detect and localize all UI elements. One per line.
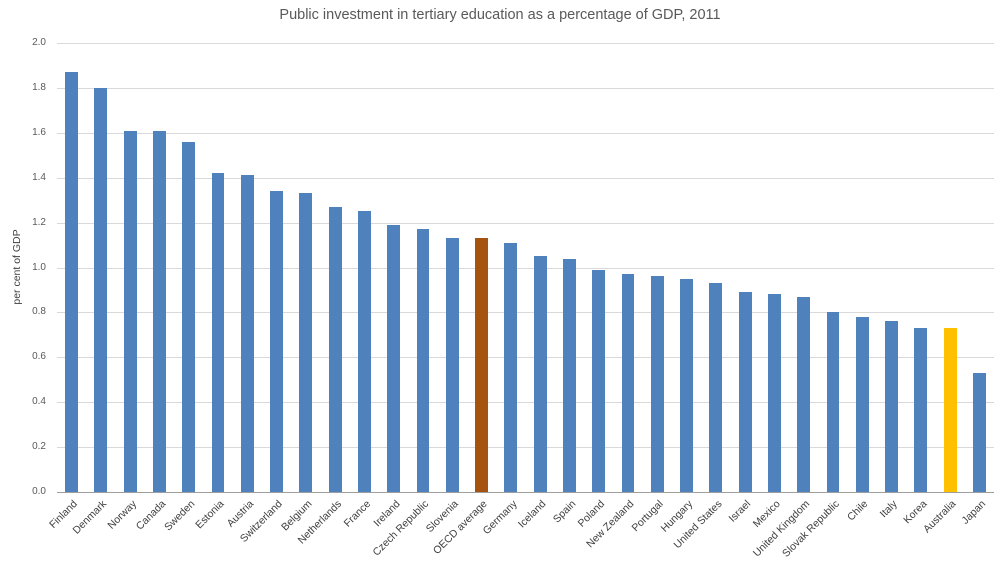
gridline: [57, 447, 994, 449]
bars-group: [57, 43, 994, 492]
bar-united-states: [709, 283, 723, 492]
bar-poland: [592, 269, 606, 492]
bar-australia: [943, 328, 957, 492]
bar-oecd-average: [475, 238, 488, 492]
y-tick-label: 2.0: [32, 37, 46, 48]
y-tick-label: 1.4: [32, 171, 46, 183]
gridline: [57, 357, 994, 359]
gridline: [57, 222, 994, 224]
bar-finland: [65, 72, 79, 492]
bar-japan: [972, 373, 986, 492]
x-tick-label: Estonia: [193, 498, 227, 532]
bar-belgium: [299, 193, 313, 492]
bar-czech-republic: [416, 229, 430, 492]
bar-united-kingdom: [797, 296, 811, 492]
gridline: [57, 43, 994, 44]
y-tick-label: 0.6: [32, 351, 46, 363]
y-axis-ticks: 0.0 0.2 0.4 0.6 0.8 1.0 1.2 1.4 1.6 1.8 2.0: [0, 37, 52, 497]
x-tick-label: Japan: [959, 498, 988, 527]
y-tick-label: 1.0: [32, 261, 46, 273]
bar-new-zealand: [621, 274, 635, 492]
bar-iceland: [533, 256, 547, 492]
y-tick-label: 1.8: [32, 81, 46, 93]
y-tick-label: 1.6: [32, 126, 46, 138]
x-tick-label: Israel: [726, 498, 754, 525]
plot-area: [57, 43, 994, 493]
x-tick-label: Canada: [133, 498, 168, 533]
bar-korea: [914, 328, 928, 492]
y-tick-label: 1.2: [32, 216, 46, 228]
bar-italy: [885, 321, 898, 492]
bar-hungary: [680, 278, 693, 492]
y-tick-label: 0.4: [32, 396, 46, 408]
x-tick-label: France: [341, 498, 373, 530]
y-tick-label: 0.2: [32, 441, 46, 453]
bar-ireland: [387, 224, 401, 492]
bar-portugal: [650, 276, 664, 492]
bar-slovak-republic: [826, 312, 840, 492]
gridline: [57, 177, 994, 179]
bar-israel: [738, 292, 752, 492]
chart-title: Public investment in tertiary education …: [279, 7, 721, 23]
bar-canada: [153, 130, 166, 492]
x-axis-line: [57, 492, 994, 493]
gridline: [57, 402, 994, 404]
x-axis-labels: Finland Denmark Norway Canada Sweden Estonia A…: [47, 496, 994, 580]
bar-switzerland: [270, 191, 284, 492]
bar-slovenia: [445, 238, 459, 492]
bar-chile: [855, 316, 869, 492]
bar-denmark: [94, 87, 108, 492]
bar-france: [358, 211, 371, 492]
bar-sweden: [182, 141, 196, 492]
x-tick-label: Iceland: [516, 498, 549, 531]
y-tick-label: 0.0: [32, 486, 46, 497]
bar-netherlands: [328, 206, 342, 492]
x-tick-label: Norway: [105, 498, 139, 532]
x-tick-label: Italy: [877, 498, 901, 521]
bar-norway: [123, 130, 137, 492]
gridline: [57, 132, 994, 134]
bar-mexico: [767, 294, 781, 492]
bar-spain: [562, 258, 576, 492]
x-tick-label: Sweden: [161, 498, 198, 534]
y-tick-label: 0.8: [32, 306, 46, 318]
x-tick-label: Spain: [550, 498, 578, 526]
gridline: [57, 87, 994, 89]
bar-austria: [240, 175, 254, 492]
gridline: [57, 267, 994, 269]
gridline: [57, 312, 994, 314]
bar-estonia: [211, 173, 225, 492]
bar-germany: [504, 242, 518, 492]
x-tick-label: Chile: [845, 498, 871, 524]
